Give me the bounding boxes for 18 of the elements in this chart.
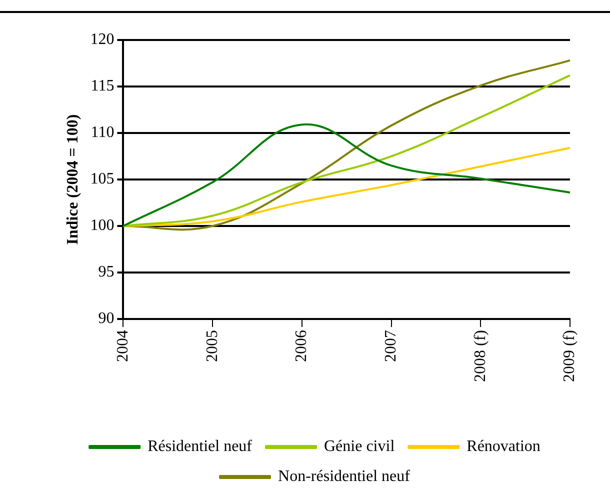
legend-label: Rénovation (466, 438, 540, 456)
x-tick-label: 2009 (f) (561, 330, 578, 382)
y-tick-label: 105 (90, 170, 114, 188)
y-tick-label: 95 (98, 264, 114, 281)
y-axis-title: Indice (2004 = 100) (64, 114, 82, 245)
x-tick-label: 2006 (293, 330, 310, 362)
y-tick-label: 90 (98, 310, 114, 328)
y-tick-label: 120 (90, 31, 114, 48)
legend-label: Non-résidentiel neuf (278, 468, 411, 486)
x-tick-label: 2004 (114, 330, 132, 362)
y-tick-label: 100 (90, 217, 114, 234)
x-tick-label: 2005 (204, 330, 221, 362)
legend-label: Génie civil (324, 438, 396, 456)
y-tick-label: 115 (90, 78, 114, 95)
legend-label: Résidentiel neuf (148, 438, 253, 456)
x-tick-label: 2007 (382, 330, 400, 362)
x-tick-label: 2008 (f) (472, 330, 489, 382)
y-tick-label: 110 (90, 124, 114, 142)
